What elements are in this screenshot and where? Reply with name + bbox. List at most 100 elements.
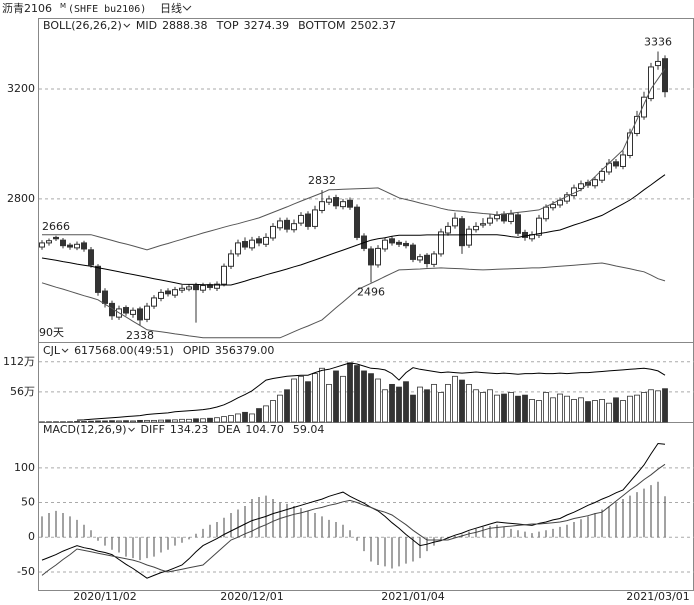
y-tick-label: 2800 <box>7 192 35 205</box>
period[interactable]: 日线 <box>160 1 182 15</box>
candle-body <box>508 213 514 222</box>
price-annotation: 2832 <box>308 174 336 187</box>
y-tick-label: 56万 <box>10 385 35 398</box>
volume-bar <box>648 389 654 423</box>
volume-bar <box>172 419 178 423</box>
volume-bar <box>151 419 157 423</box>
volume-bar <box>473 389 479 423</box>
volume-bar <box>214 417 220 423</box>
x-tick-label: 2020/11/02 <box>73 590 136 603</box>
indicator-line <box>41 463 666 576</box>
macd-panel <box>38 422 694 591</box>
volume-bar <box>193 418 199 423</box>
candle-body <box>543 206 549 220</box>
volume-bar <box>200 418 206 423</box>
candle-body <box>466 228 472 246</box>
volume-bar <box>459 379 465 423</box>
period-dropdown[interactable] <box>182 5 192 11</box>
candle-body <box>375 247 381 266</box>
candle-body <box>305 213 311 227</box>
candle-body <box>599 170 605 181</box>
candle-body <box>333 197 339 207</box>
candle-body <box>53 236 59 240</box>
candle-body <box>193 285 199 291</box>
candle-body <box>102 290 108 304</box>
volume-bar <box>592 400 598 423</box>
readout-value: 2888.38 <box>162 19 208 32</box>
volume-bar <box>599 399 605 423</box>
volume-bar <box>319 367 325 423</box>
readout-value: 134.23 <box>170 423 209 436</box>
candle-body <box>368 248 374 266</box>
volume-bar <box>389 383 395 423</box>
x-tick-label: 2021/03/01 <box>626 590 689 603</box>
candle-body <box>158 291 164 299</box>
volume-bar <box>620 400 626 423</box>
volume-bar <box>606 402 612 423</box>
readout-name: MID <box>136 19 157 32</box>
candle-body <box>144 305 150 320</box>
volume-bar <box>284 389 290 423</box>
candle-body <box>214 283 220 289</box>
price-annotation: 2338 <box>126 329 154 342</box>
volume-bar <box>543 392 549 423</box>
volume-bar <box>368 373 374 423</box>
volume-bar <box>564 395 570 423</box>
volume-bar <box>249 413 255 423</box>
volume-bar <box>578 397 584 423</box>
candle-body <box>130 309 136 315</box>
volume-bar <box>277 394 283 423</box>
indicator-dropdown[interactable] <box>123 23 131 28</box>
volume-bar <box>662 388 668 423</box>
candle-body <box>459 218 465 247</box>
volume-bar <box>452 375 458 423</box>
price-annotation: 3336 <box>644 36 672 49</box>
volume-bar <box>221 416 227 423</box>
candle-body <box>627 132 633 156</box>
volume-bar <box>354 365 360 423</box>
candle-body <box>452 217 458 227</box>
volume-bar <box>382 389 388 423</box>
indicator-dropdown[interactable] <box>61 348 69 353</box>
period-label: 90天 <box>39 326 64 339</box>
volume-bar <box>501 393 507 423</box>
volume-bar <box>228 415 234 423</box>
volume-bar <box>431 383 437 423</box>
candle-body <box>67 244 73 248</box>
candle-body <box>277 220 283 229</box>
candle-body <box>179 287 185 291</box>
candle-body <box>172 289 178 296</box>
candle-body <box>347 199 353 208</box>
volume-bar <box>305 381 311 423</box>
volume-bar <box>634 394 640 423</box>
candle-body <box>284 219 290 230</box>
candle-body <box>123 307 129 314</box>
readout-name: TOP <box>216 19 239 32</box>
contract-code[interactable]: (SHFE bu2106) <box>68 4 146 15</box>
candle-body <box>494 214 500 220</box>
candle-body <box>445 225 451 234</box>
price-annotation: 2666 <box>42 220 70 233</box>
y-tick-label: 0 <box>28 530 35 543</box>
candle-body <box>200 285 206 291</box>
indicator-dropdown[interactable] <box>128 427 135 432</box>
candle-body <box>557 199 563 206</box>
candle-body <box>88 249 94 266</box>
volume-bar <box>417 386 423 423</box>
volume-bar <box>627 395 633 423</box>
symbol: 沥青2106 <box>2 2 52 15</box>
indicator-line <box>41 174 666 286</box>
volume-bar <box>270 400 276 423</box>
indicator-line <box>76 362 666 421</box>
volume-bar <box>207 417 213 423</box>
candle-body <box>473 225 479 231</box>
volume-bar <box>326 383 332 423</box>
volume-bar <box>396 386 402 423</box>
volume-bar <box>263 405 269 423</box>
readout-value: 617568.00(49:51) <box>74 344 174 357</box>
candle-body <box>151 297 157 307</box>
indicator-line <box>42 68 666 251</box>
candle-body <box>256 238 262 244</box>
volume-bar <box>361 370 367 423</box>
